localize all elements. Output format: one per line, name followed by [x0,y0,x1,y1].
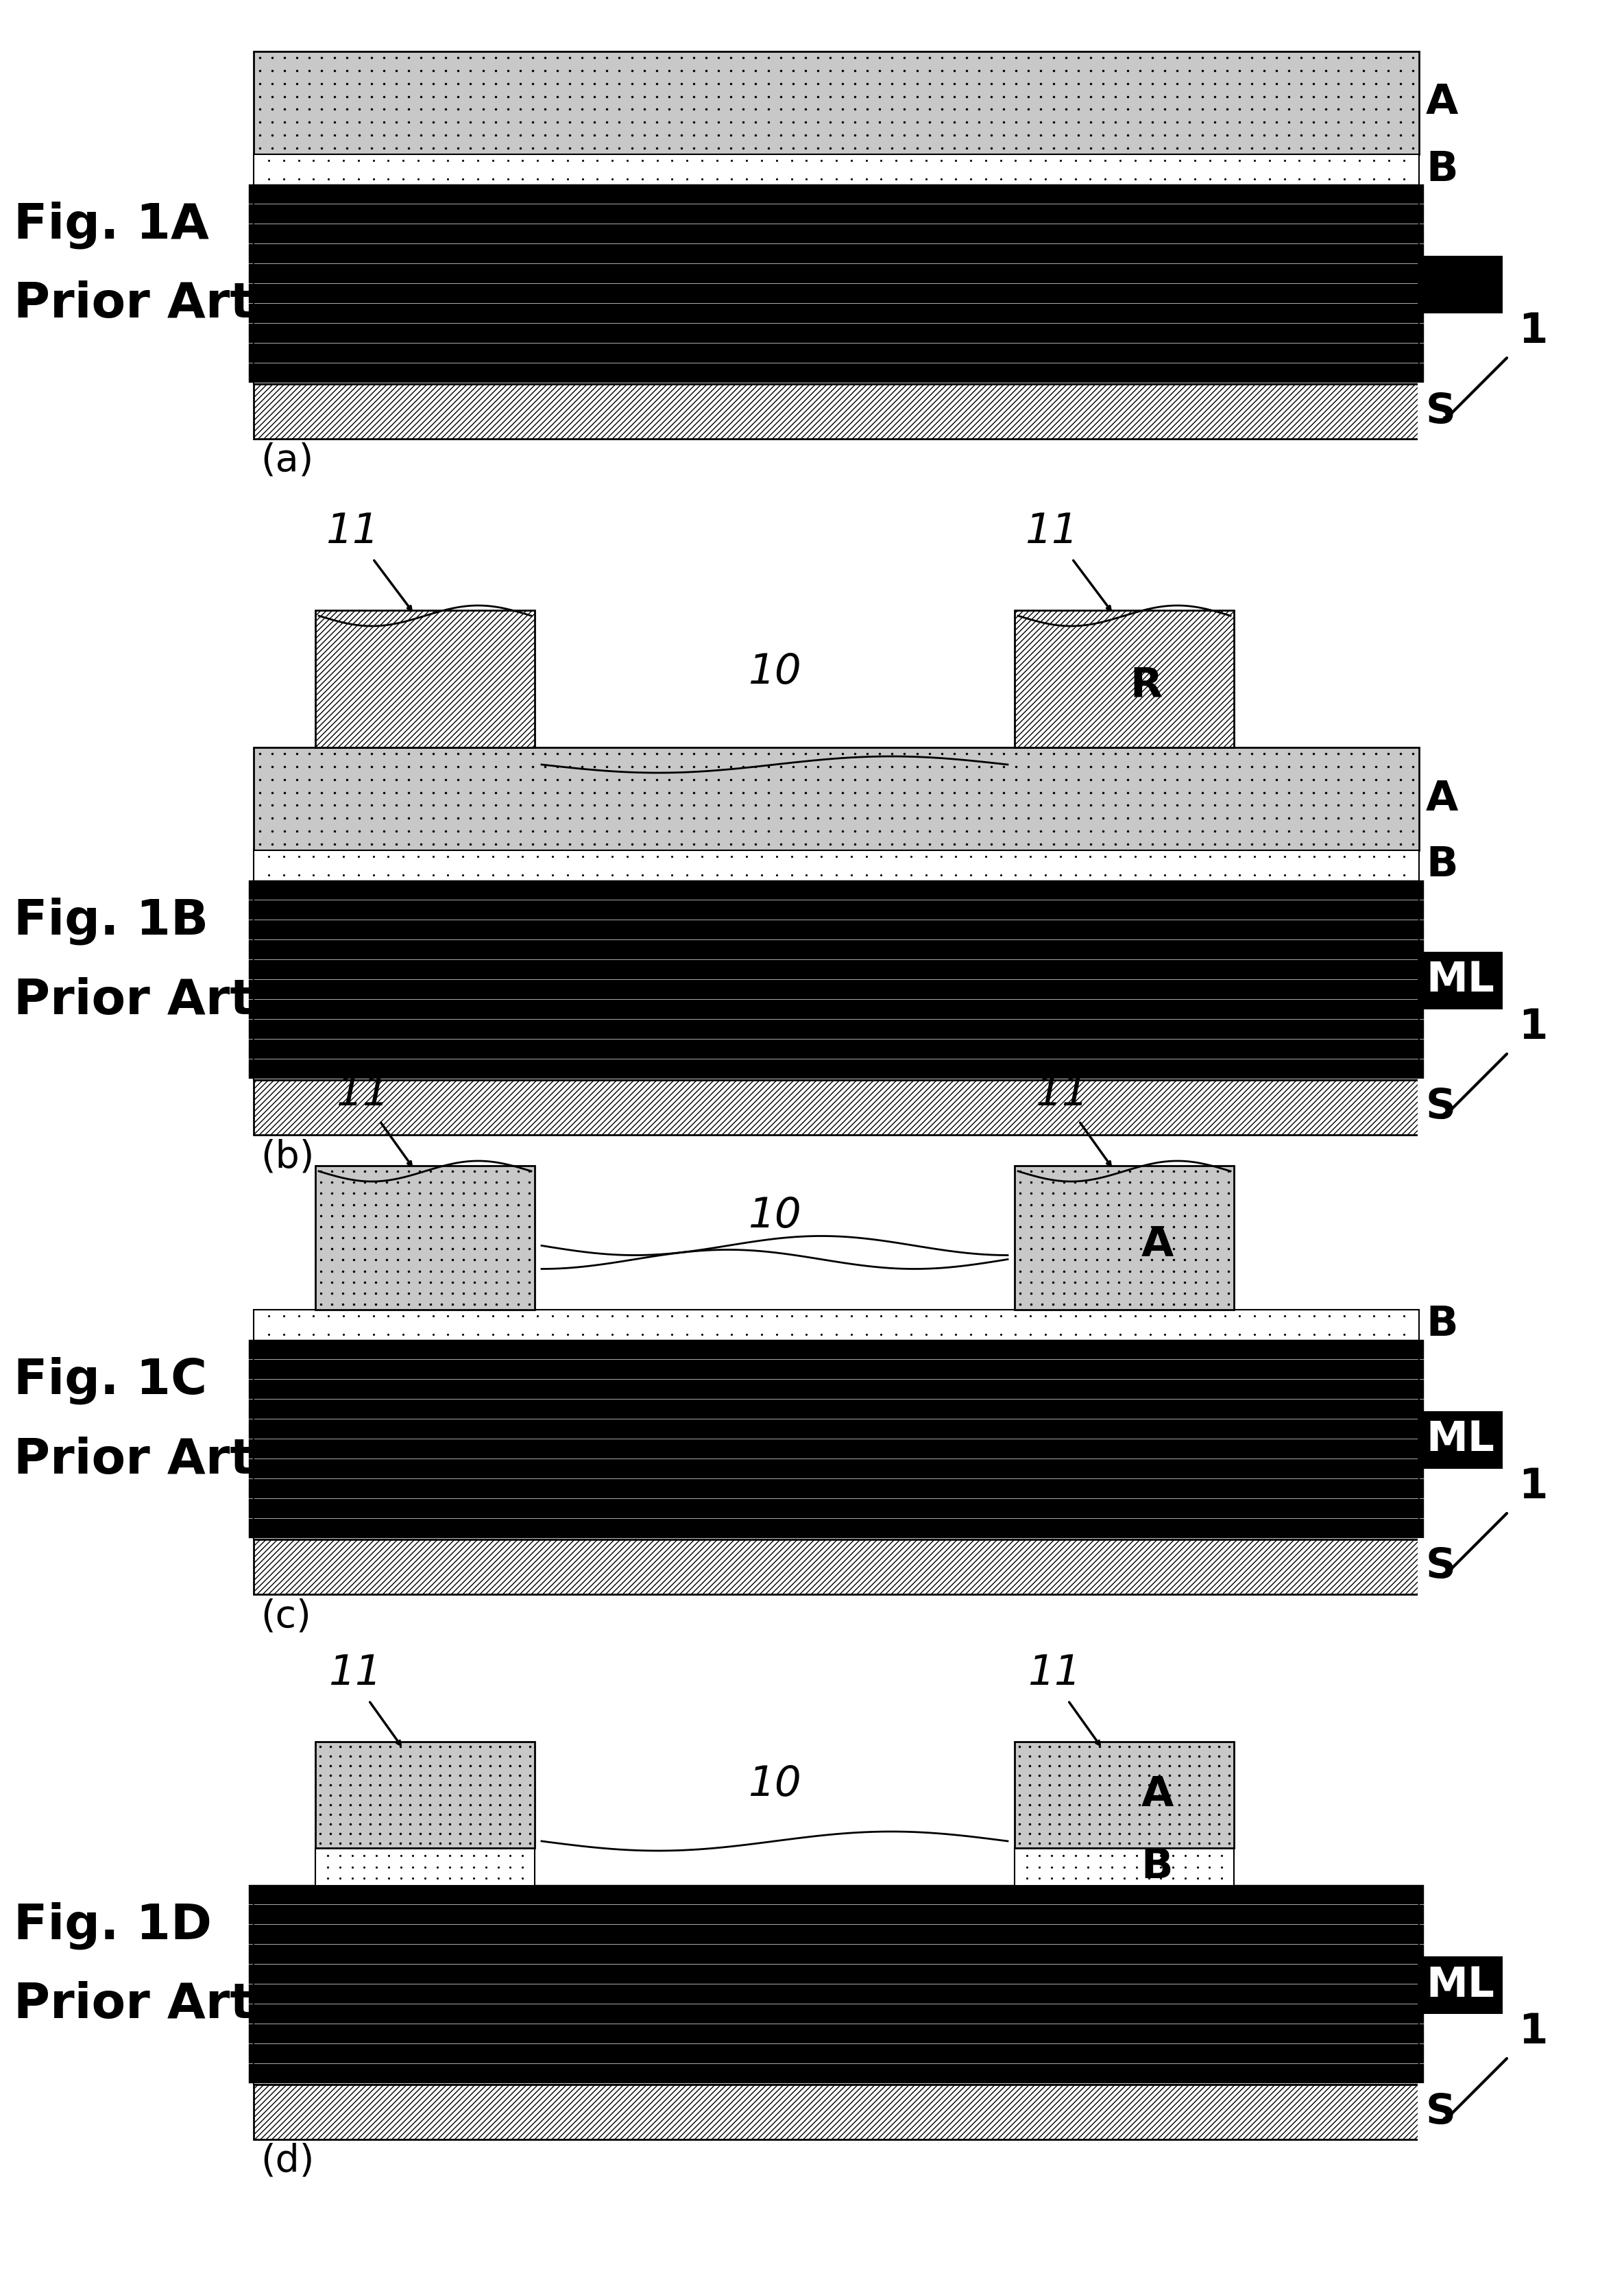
Bar [253,1886,1419,2084]
Bar [253,1309,1419,1341]
Text: 10: 10 [749,1765,801,1803]
Text: 11: 11 [328,1653,382,1694]
Text: R: R [1130,666,1163,707]
Bar [1015,1742,1234,1849]
Text: S: S [1426,1088,1457,1129]
Text: 1: 1 [1518,1466,1548,1507]
Text: S: S [1426,2091,1457,2132]
Bar [253,1539,1419,1594]
Text: Prior Art: Prior Art [13,976,253,1024]
Bar [253,880,1419,1081]
Text: Prior Art: Prior Art [13,1981,253,2029]
Text: 11: 11 [1034,1074,1088,1115]
Text: Prior Art: Prior Art [13,1436,253,1484]
Bar [315,611,534,748]
Text: 1: 1 [1518,312,1548,351]
Text: B: B [1426,846,1458,885]
Text: 11: 11 [336,1074,390,1115]
Bar [253,1341,1419,1539]
Text: Prior Art: Prior Art [13,280,253,328]
Text: (b): (b) [260,1138,313,1174]
Text: A: A [1142,1774,1174,1815]
Text: ML: ML [1426,1965,1494,2006]
Bar [1015,611,1234,748]
Text: Fig. 1A: Fig. 1A [13,201,209,249]
Text: 11: 11 [1028,1653,1082,1694]
Text: 11: 11 [326,511,378,552]
Text: ML: ML [1426,960,1494,1001]
Text: A: A [1426,82,1458,123]
Text: Fig. 1C: Fig. 1C [13,1357,206,1404]
Bar [253,748,1419,850]
Text: ML: ML [1426,1420,1494,1459]
Bar [253,850,1419,880]
Text: A: A [1142,1224,1174,1265]
Bar [315,1849,534,1886]
Text: S: S [1426,392,1457,431]
Bar [253,1081,1419,1135]
Text: B: B [1426,148,1458,189]
Text: Fig. 1B: Fig. 1B [13,896,208,944]
Text: S: S [1426,1546,1457,1587]
Text: 10: 10 [749,1197,801,1236]
Text: 1: 1 [1518,1008,1548,1049]
Bar [253,52,1419,155]
Bar [253,155,1419,185]
Text: A: A [1426,780,1458,819]
Bar [315,1165,534,1309]
Bar [1015,1165,1234,1309]
Text: (a): (a) [260,442,313,479]
Bar [1015,1849,1234,1886]
Text: 10: 10 [749,652,801,693]
Text: 11: 11 [1025,511,1078,552]
Text: ML: ML [1426,264,1494,306]
Text: B: B [1142,1847,1173,1888]
Bar [315,1742,534,1849]
Text: (d): (d) [260,2143,313,2180]
Bar [253,2084,1419,2139]
Bar [253,185,1419,383]
Text: (c): (c) [260,1598,312,1635]
Text: Fig. 1D: Fig. 1D [13,1902,211,1949]
Text: 1: 1 [1518,2011,1548,2052]
Bar [253,383,1419,438]
Text: B: B [1426,1304,1458,1345]
